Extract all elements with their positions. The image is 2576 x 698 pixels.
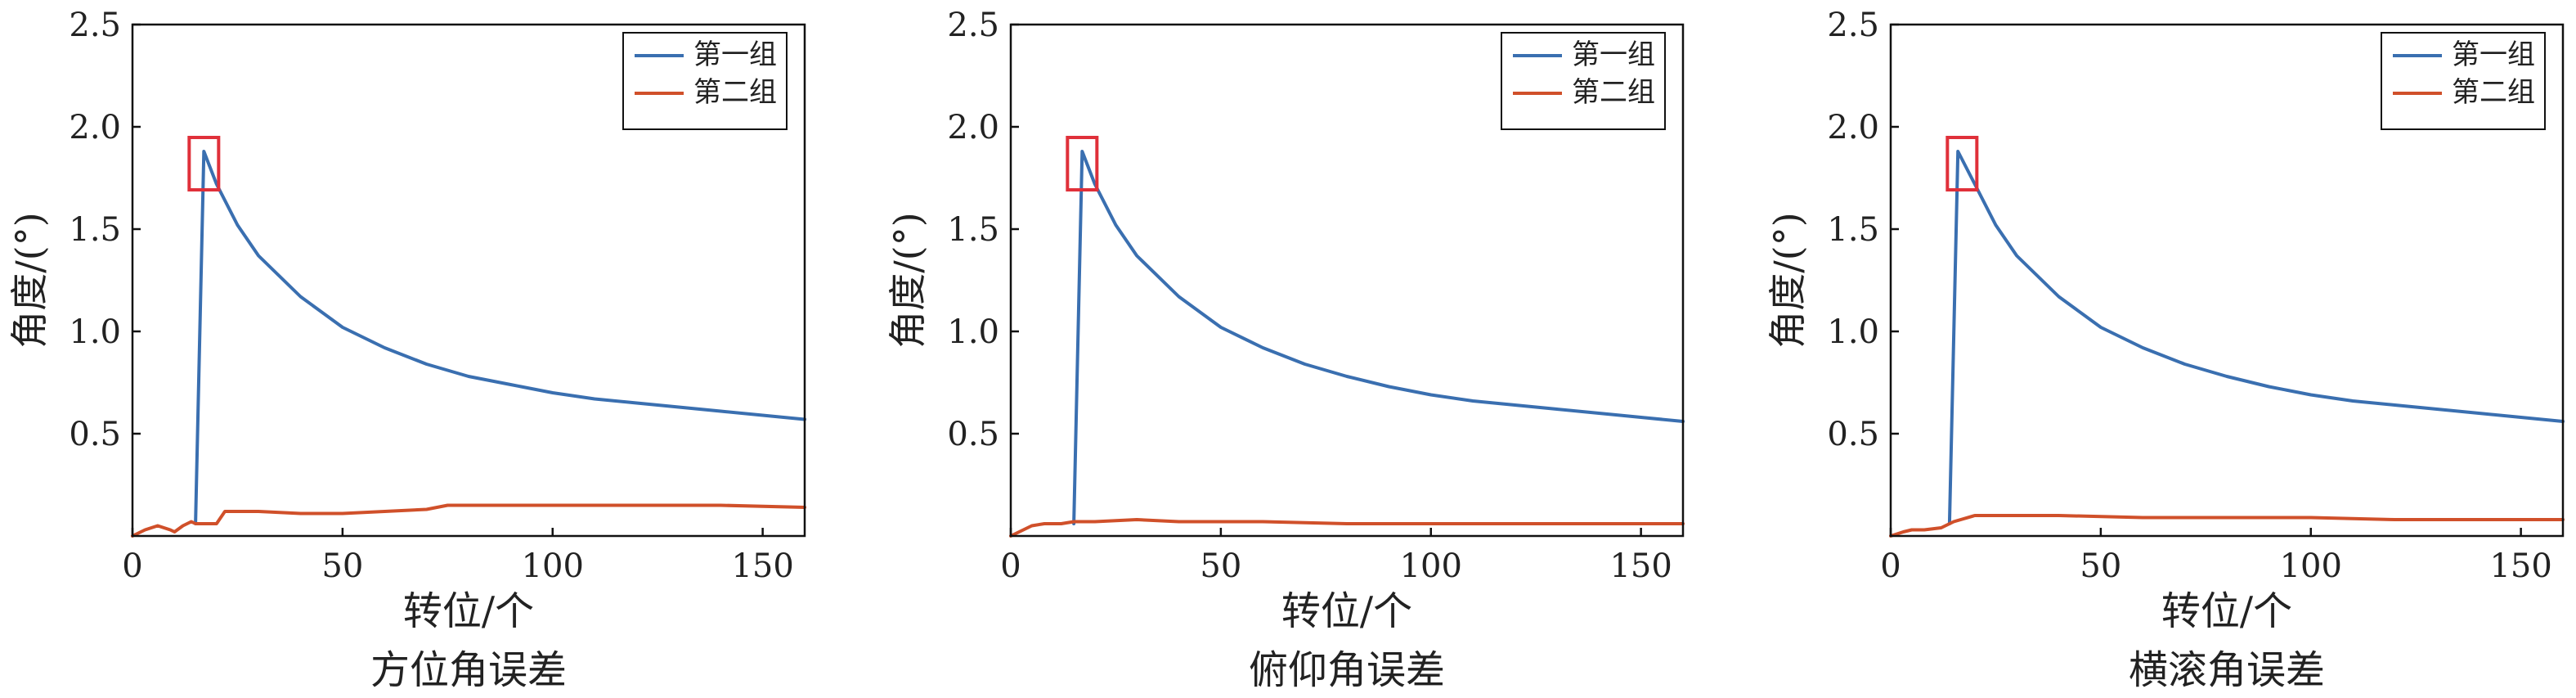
x-tick-label: 100	[522, 547, 584, 585]
x-tick-label: 50	[321, 547, 363, 585]
y-tick-label: 0.5	[1827, 416, 1879, 453]
y-tick-label: 1.0	[69, 313, 121, 351]
chart-panel-2: 0 50 100 150 0.5 1.0 1.5 2.0 2.5 转位/个 角度/(°) 俯仰角误差 第…	[886, 7, 1685, 693]
y-tick-label: 2.0	[947, 109, 999, 146]
legend-label-1: 第一组	[693, 38, 777, 71]
x-tick-label: 150	[2489, 547, 2551, 585]
x-tick-label: 0	[1880, 547, 1901, 585]
y-axis-label: 角度/(°)	[7, 212, 52, 348]
y-axis-label: 角度/(°)	[886, 212, 930, 348]
x-axis-label: 转位/个	[1281, 588, 1412, 634]
chart-panel-3: 0 50 100 150 0.5 1.0 1.5 2.0 2.5 转位/个 角度/(°) 横滚角误差 第…	[1766, 7, 2565, 693]
legend-box	[2381, 32, 2546, 130]
plot-frame	[131, 23, 806, 538]
series-line-2	[1889, 514, 2565, 538]
y-tick-label: 1.0	[947, 313, 999, 351]
y-tick-label: 2.5	[947, 7, 999, 44]
legend-label-2: 第二组	[1572, 76, 1655, 109]
peak-highlight-box	[1945, 136, 1979, 191]
y-tick-label: 0.5	[947, 416, 999, 453]
x-tick-label: 50	[1200, 547, 1241, 585]
x-tick-label: 50	[2080, 547, 2121, 585]
x-axis-label: 转位/个	[403, 588, 534, 634]
legend-label-1: 第一组	[1572, 38, 1655, 71]
series-line-1	[1072, 150, 1685, 525]
y-tick-label: 2.0	[1827, 109, 1879, 146]
x-tick-label: 100	[2280, 547, 2342, 585]
y-tick-label: 2.5	[69, 7, 121, 44]
chart-title: 俯仰角误差	[1249, 647, 1445, 693]
x-tick-label: 150	[731, 547, 793, 585]
series-line-2	[1009, 518, 1685, 538]
series-line-1	[194, 150, 806, 525]
y-tick-label: 2.5	[1827, 7, 1879, 44]
x-tick-label: 150	[1609, 547, 1672, 585]
plot-frame	[1889, 23, 2565, 538]
peak-highlight-box	[1066, 136, 1099, 191]
legend-box	[1501, 32, 1666, 130]
y-tick-label: 1.5	[1827, 211, 1879, 249]
legend-label-1: 第一组	[2452, 38, 2535, 71]
y-tick-label: 1.5	[947, 211, 999, 249]
x-tick-label: 100	[1400, 547, 1462, 585]
y-tick-label: 0.5	[69, 416, 121, 453]
series-line-1	[1947, 150, 2565, 525]
x-axis-label: 转位/个	[2161, 588, 2292, 634]
legend-label-2: 第二组	[693, 76, 777, 109]
x-tick-label: 0	[122, 547, 142, 585]
legend-box	[622, 32, 788, 130]
chart-title: 方位角误差	[370, 647, 567, 693]
y-axis-label: 角度/(°)	[1766, 212, 1810, 348]
chart-title: 横滚角误差	[2129, 647, 2325, 693]
plot-frame	[1009, 23, 1685, 538]
chart-panel-1: 0 50 100 150 0.5 1.0 1.5 2.0 2.5 转位/个 角度/(°) 方位角误差 第…	[7, 7, 806, 693]
y-tick-label: 1.0	[1827, 313, 1879, 351]
y-tick-label: 2.0	[69, 109, 121, 146]
peak-highlight-box	[187, 136, 221, 191]
x-tick-label: 0	[1000, 547, 1021, 585]
series-line-2	[131, 503, 806, 538]
legend-label-2: 第二组	[2452, 76, 2535, 109]
y-tick-label: 1.5	[69, 211, 121, 249]
